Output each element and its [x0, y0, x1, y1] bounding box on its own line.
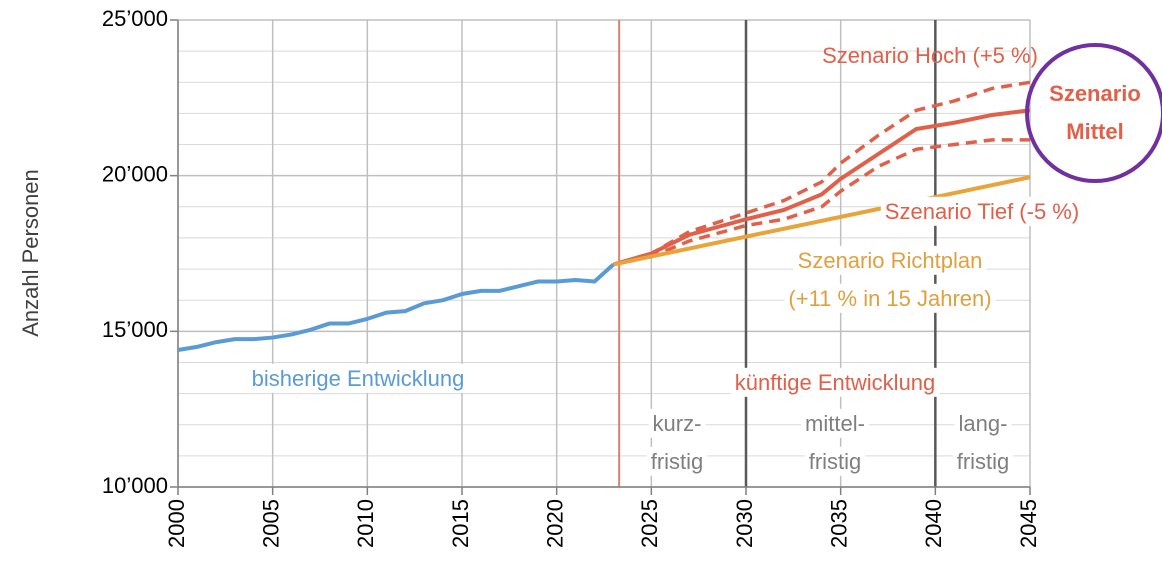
grid [170, 19, 1031, 495]
annotation: lang- [959, 411, 1008, 436]
x-tick-label: 2020 [542, 499, 567, 548]
plot-lines [177, 80, 1031, 352]
annotation: Mittel [1066, 119, 1123, 144]
annotation: Szenario Hoch (+5 %) [822, 43, 1038, 68]
annotation: kurz- [653, 411, 702, 436]
annotation: bisherige Entwicklung [252, 366, 465, 391]
labels: 10’000 15’000 20’000 25’000 2000 2005 2010 2015… [102, 6, 1141, 548]
series-line [613, 175, 1031, 267]
annotation-background [784, 283, 996, 313]
series-line [613, 138, 1030, 267]
annotation-background [880, 196, 1084, 226]
annotation: Szenario [1049, 81, 1141, 106]
annotation: künftige Entwicklung [735, 370, 936, 395]
x-tick-label: 2045 [1016, 499, 1041, 548]
annotation: fristig [651, 449, 704, 474]
annotation: fristig [809, 449, 862, 474]
annotation-background [247, 363, 469, 393]
series-line [612, 80, 1031, 267]
y-tick-label: 15’000 [102, 317, 168, 342]
annotation-background [804, 446, 866, 476]
x-tick-label: 2035 [826, 499, 851, 548]
annotation-background [801, 408, 869, 438]
annotation-background [793, 245, 987, 275]
x-tick-label: 2000 [164, 499, 189, 548]
y-tick-label: 20’000 [102, 161, 168, 186]
highlight-circle [1025, 43, 1162, 183]
annotation-background [648, 408, 706, 438]
annotation: mittel- [805, 411, 865, 436]
annotation-background [730, 367, 940, 397]
x-tick-label: 2030 [732, 499, 757, 548]
series-line [612, 108, 1031, 267]
series-line [177, 262, 615, 352]
annotation: Szenario Richtplan [798, 248, 983, 273]
y-axis-label: Anzahl Personen [18, 169, 43, 337]
x-tick-label: 2005 [258, 499, 283, 548]
y-tick-label: 10’000 [102, 473, 168, 498]
annotation: (+11 % in 15 Jahren) [788, 286, 991, 311]
x-tick-label: 2010 [353, 499, 378, 548]
annotation-background [952, 446, 1014, 476]
annotation-background [954, 408, 1012, 438]
x-tick-label: 2015 [448, 499, 473, 548]
x-tick-label: 2025 [637, 499, 662, 548]
annotation: Szenario Tief (-5 %) [885, 199, 1079, 224]
y-tick-label: 25’000 [102, 6, 168, 31]
annotation-background [646, 446, 708, 476]
x-tick-label: 2040 [921, 499, 946, 548]
annotation: fristig [957, 449, 1010, 474]
